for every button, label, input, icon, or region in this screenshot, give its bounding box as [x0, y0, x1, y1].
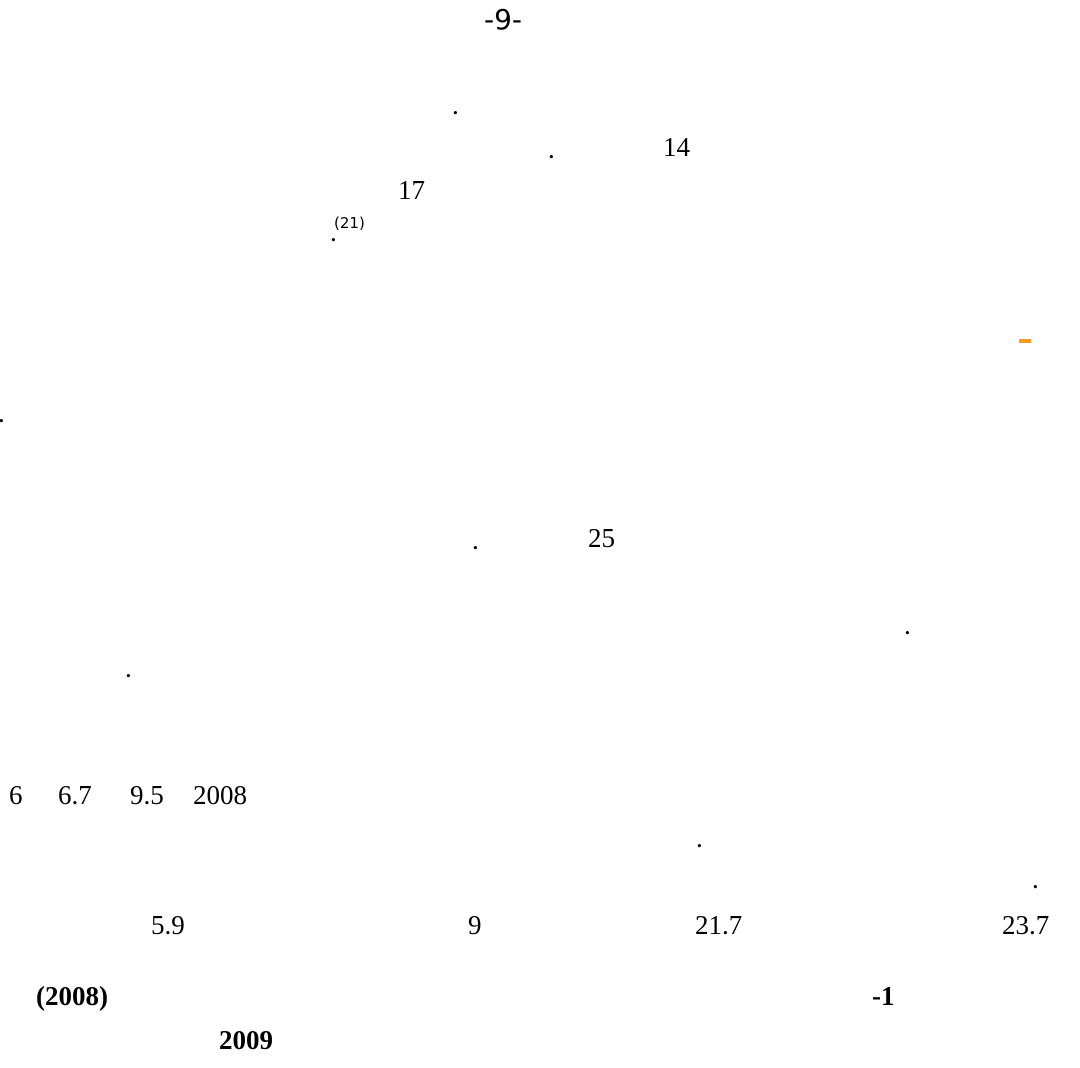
sentence-end-dot: . [696, 823, 703, 853]
section-marker-dash [1019, 339, 1031, 343]
sentence-end-dot: . [548, 134, 555, 164]
number-17: 17 [398, 175, 425, 205]
sentence-end-dot: . [1032, 864, 1039, 894]
sentence-end-dot: . [125, 653, 132, 683]
stat-value: 9 [468, 910, 482, 940]
footnote-reference: (21) [334, 214, 365, 232]
number-25: 25 [588, 523, 615, 553]
stat-value: 6 [9, 780, 23, 810]
page-number: -9- [484, 3, 523, 36]
stat-value: 21.7 [695, 910, 743, 940]
number-14: 14 [663, 132, 690, 162]
footnote-dot: . [330, 217, 337, 247]
section-heading-year-paren: (2008) [36, 981, 108, 1011]
section-heading-year: 2009 [219, 1025, 273, 1055]
sentence-end-dot: . [904, 610, 911, 640]
stat-year: 2008 [193, 780, 247, 810]
sentence-end-dot: . [0, 400, 5, 427]
stat-value: 23.7 [1002, 910, 1050, 940]
sentence-end-dot: . [452, 90, 459, 120]
sentence-end-dot: . [472, 525, 479, 555]
stat-value: 5.9 [151, 910, 185, 940]
stat-value: 9.5 [130, 780, 164, 810]
section-heading-number: -1 [872, 981, 895, 1011]
stat-value: 6.7 [58, 780, 92, 810]
